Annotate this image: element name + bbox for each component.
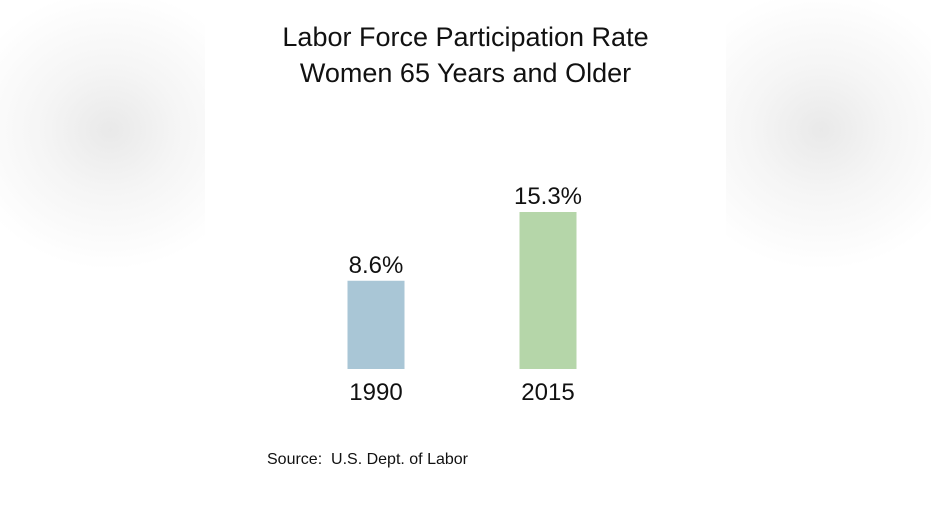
data-label-2015: 15.3% — [514, 183, 582, 210]
background-blur-left — [0, 0, 205, 523]
bar-2015 — [519, 212, 577, 369]
chart-title: Labor Force Participation Rate — [282, 22, 649, 52]
bar-chart: 8.6% 1990 15.3% 2015 — [347, 183, 582, 406]
category-label-1990: 1990 — [349, 379, 402, 406]
chart-subtitle: Women 65 Years and Older — [299, 58, 632, 88]
bar-1990 — [347, 280, 405, 369]
background-blur-right — [726, 0, 931, 523]
source-note: Source: U.S. Dept. of Labor — [267, 451, 468, 468]
category-label-2015: 2015 — [521, 379, 574, 406]
chart-panel: Labor Force Participation Rate Women 65 … — [205, 0, 726, 523]
data-label-1990: 8.6% — [349, 252, 404, 279]
